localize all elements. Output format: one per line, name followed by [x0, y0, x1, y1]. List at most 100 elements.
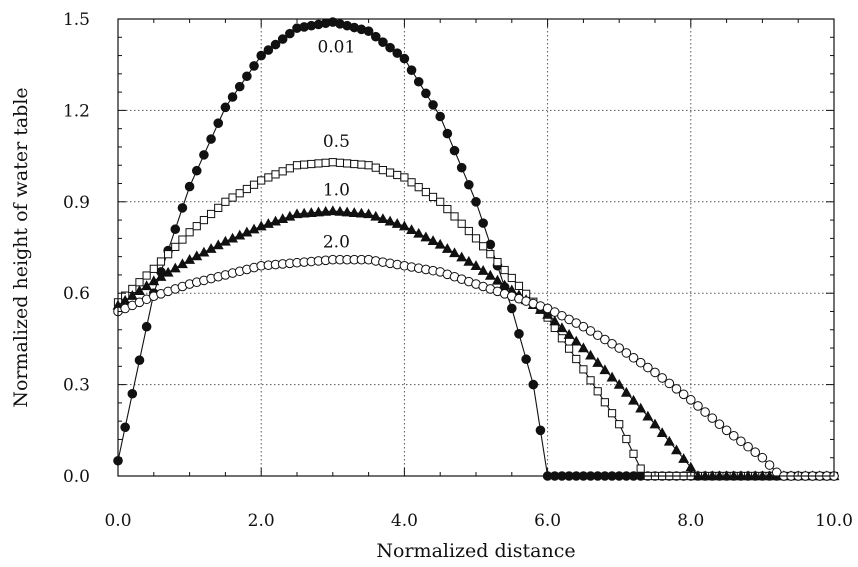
data-point-filled-triangle	[449, 247, 460, 258]
data-point-filled-circle	[464, 179, 474, 190]
data-point-filled-triangle	[320, 205, 332, 216]
data-point-open-square	[343, 159, 352, 168]
series-line	[117, 210, 834, 477]
data-point-open-square	[414, 183, 423, 192]
series-2_0	[113, 254, 839, 481]
data-point-open-square	[493, 258, 502, 267]
data-point-open-square	[292, 161, 302, 170]
data-point-filled-triangle	[649, 418, 661, 429]
data-point-filled-triangle	[241, 226, 253, 237]
data-point-open-square	[257, 176, 266, 185]
data-point-open-circle	[707, 413, 718, 423]
data-point-filled-triangle	[585, 349, 597, 360]
data-point-open-circle	[736, 436, 746, 447]
series-layer	[112, 17, 840, 481]
data-point-filled-circle	[191, 165, 202, 176]
data-point-filled-circle	[406, 65, 417, 75]
data-point-open-circle	[693, 401, 703, 411]
data-point-filled-triangle	[463, 255, 475, 266]
data-point-open-circle	[750, 447, 761, 458]
data-point-open-circle	[607, 338, 617, 349]
data-point-filled-triangle	[663, 435, 675, 446]
data-point-filled-circle	[363, 26, 374, 36]
data-point-filled-triangle	[671, 444, 682, 455]
data-point-filled-triangle	[563, 329, 575, 339]
data-point-filled-triangle	[219, 235, 231, 246]
axis-ticks	[117, 18, 835, 477]
data-point-filled-circle	[220, 102, 231, 113]
data-point-open-square	[314, 159, 323, 168]
data-point-open-square	[242, 184, 251, 194]
data-point-filled-triangle	[305, 207, 317, 217]
data-point-open-square	[450, 212, 459, 221]
data-point-open-square	[464, 226, 473, 236]
data-point-filled-circle	[370, 31, 381, 42]
data-point-filled-circle	[535, 425, 546, 436]
data-point-open-square	[500, 265, 509, 275]
grid-lines	[118, 19, 834, 476]
data-point-open-square	[171, 242, 180, 251]
data-point-filled-triangle	[542, 308, 554, 319]
data-point-filled-triangle	[441, 243, 453, 253]
data-point-open-circle	[671, 384, 682, 394]
data-point-open-square	[149, 264, 158, 273]
data-point-filled-triangle	[227, 232, 239, 243]
curve-label: 1.0	[323, 181, 350, 201]
data-point-open-circle	[678, 389, 689, 400]
series-line	[117, 21, 834, 477]
data-point-open-square	[335, 158, 345, 167]
data-point-open-square	[357, 160, 366, 169]
data-point-filled-triangle	[606, 371, 618, 382]
data-point-filled-triangle	[678, 453, 690, 463]
data-point-filled-circle	[177, 203, 188, 213]
y-tick-label: 1.2	[63, 101, 90, 121]
data-point-filled-circle	[528, 379, 539, 390]
data-point-filled-triangle	[427, 235, 439, 245]
data-point-filled-triangle	[592, 357, 604, 367]
data-point-open-square	[507, 273, 516, 283]
data-point-open-square	[636, 464, 645, 473]
y-tick-label: 0.0	[63, 467, 90, 487]
data-point-filled-circle	[456, 162, 467, 173]
data-point-filled-triangle	[348, 207, 360, 217]
data-point-filled-circle	[242, 71, 252, 82]
data-point-filled-triangle	[420, 231, 432, 242]
data-point-filled-circle	[134, 355, 145, 366]
data-point-open-square	[579, 365, 588, 374]
x-tick-label: 10.0	[815, 511, 853, 531]
data-point-open-square	[156, 257, 166, 266]
y-tick-label: 0.3	[63, 376, 90, 396]
curve-labels: 0.01 0.5 1.0 2.0	[317, 38, 355, 253]
data-point-filled-circle	[399, 53, 410, 64]
data-point-filled-triangle	[377, 213, 389, 224]
data-point-open-square	[600, 398, 609, 407]
data-point-filled-circle	[442, 128, 453, 139]
data-point-filled-circle	[199, 150, 209, 160]
data-point-open-circle	[657, 373, 667, 383]
data-point-filled-circle	[206, 134, 216, 144]
data-point-open-square	[421, 187, 430, 197]
data-point-filled-circle	[249, 61, 259, 71]
data-point-open-square	[206, 209, 216, 219]
data-point-open-square	[629, 449, 638, 458]
data-point-filled-circle	[378, 37, 388, 47]
data-point-filled-triangle	[456, 251, 468, 262]
data-point-filled-triangle	[656, 427, 668, 438]
data-point-open-circle	[721, 425, 732, 436]
curve-label: 0.5	[323, 132, 350, 152]
data-point-open-square	[486, 250, 495, 259]
data-point-filled-circle	[521, 354, 531, 365]
data-point-open-circle	[714, 419, 725, 430]
data-point-filled-triangle	[556, 322, 568, 333]
data-point-open-square	[228, 193, 237, 202]
data-point-filled-triangle	[234, 229, 246, 240]
data-point-open-circle	[635, 357, 646, 368]
data-point-open-square	[214, 203, 223, 212]
data-point-open-circle	[578, 321, 589, 332]
series-line	[117, 259, 834, 477]
data-point-filled-circle	[213, 118, 224, 128]
data-point-filled-circle	[471, 197, 481, 207]
curve-label: 2.0	[323, 233, 350, 253]
data-point-filled-circle	[421, 88, 431, 99]
data-point-open-square	[564, 344, 574, 353]
